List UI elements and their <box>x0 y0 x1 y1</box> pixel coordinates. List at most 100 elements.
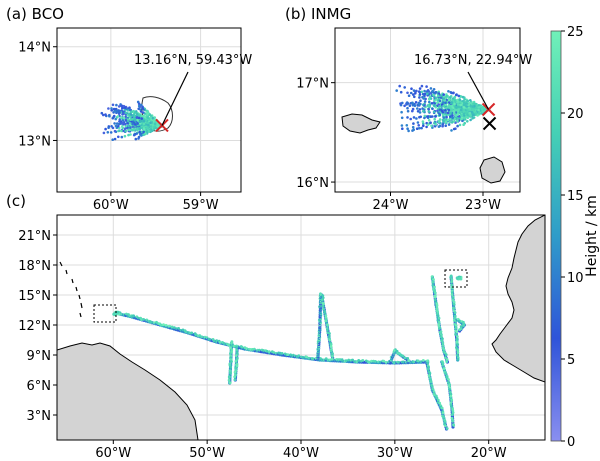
track-point-high <box>426 361 430 365</box>
plume-point <box>442 116 446 119</box>
plume-point <box>411 125 415 129</box>
plume-point <box>451 116 455 119</box>
track-point-high <box>324 319 328 323</box>
track-point-high <box>451 296 455 300</box>
track-point-high <box>235 348 239 352</box>
x-tick-label: 23°W <box>465 198 501 213</box>
plume-point <box>128 128 131 132</box>
plume-point <box>395 89 399 92</box>
track-point-high <box>438 401 442 405</box>
plume-point <box>433 102 437 105</box>
plume-point <box>438 99 442 103</box>
track-point-high <box>412 360 416 364</box>
track-point-high <box>311 357 315 361</box>
track-point-high <box>397 361 400 364</box>
panel-c-island <box>71 278 74 284</box>
plume-point <box>447 97 451 101</box>
plume-point <box>118 118 122 121</box>
plume-point <box>115 122 119 125</box>
track-point-high <box>160 323 163 327</box>
plume-point <box>110 107 113 110</box>
plume-point <box>431 89 434 93</box>
track-point-high <box>441 411 445 415</box>
plume-point <box>131 122 134 126</box>
plume-point <box>453 102 456 106</box>
plume-point <box>118 122 121 126</box>
plume-point <box>427 118 431 122</box>
plume-point <box>411 101 414 105</box>
track-point-high <box>235 346 239 349</box>
plume-point <box>470 110 474 114</box>
plume-point <box>412 93 415 96</box>
plume-point <box>111 103 115 107</box>
track-point-high <box>289 353 292 357</box>
panel-a-label: (a) BCO <box>6 5 64 23</box>
plume-point <box>121 121 124 125</box>
panel-b-frame <box>334 27 521 193</box>
track-point-high <box>444 356 447 359</box>
panel-a: 13.16°N, 59.43°W 60°W 59°W 13°N 14°N <box>18 27 252 213</box>
x-tick-label: 20°W <box>471 446 507 461</box>
track-point-high <box>437 316 441 320</box>
track-point-high <box>452 307 455 310</box>
plume-point <box>426 115 430 118</box>
plume-point <box>424 97 427 101</box>
plume-point <box>427 107 431 111</box>
track-point-high <box>449 401 453 405</box>
plume-point <box>422 109 425 113</box>
plume-point <box>423 89 426 93</box>
track-point-high <box>305 355 308 359</box>
plume-point <box>130 128 133 132</box>
track-point-high <box>436 310 439 314</box>
track-point-high <box>229 352 232 355</box>
track-point-high <box>119 312 123 316</box>
plume-point <box>449 115 452 118</box>
plume-point <box>477 108 480 112</box>
track-point-high <box>452 303 456 306</box>
plume-point <box>112 107 116 111</box>
plume-point <box>120 104 123 108</box>
plume-point <box>438 97 441 101</box>
plume-point <box>475 104 479 108</box>
plume-point <box>420 84 424 88</box>
plume-point <box>476 114 479 117</box>
plume-point <box>457 105 461 109</box>
plume-point <box>422 124 425 128</box>
plume-point <box>430 102 434 105</box>
plume-point <box>420 126 423 130</box>
track-point-high <box>230 348 234 352</box>
track-point-high <box>441 364 445 367</box>
track-point-high <box>347 358 351 362</box>
plume-point <box>452 127 456 131</box>
panel-a-annotation: 13.16°N, 59.43°W <box>134 53 252 68</box>
plume-point <box>449 118 452 121</box>
track-point-high <box>440 333 443 336</box>
plume-point <box>460 117 463 121</box>
track-point-high <box>453 314 457 318</box>
plume-point <box>427 110 431 113</box>
track-point-high <box>198 334 202 337</box>
track-point-high <box>280 352 284 355</box>
track-point-high <box>407 359 411 363</box>
track-point-high <box>431 388 435 391</box>
track-point-high <box>403 356 407 360</box>
track-point-high <box>401 354 405 358</box>
plume-point <box>474 112 478 115</box>
plume-point <box>117 129 120 133</box>
plume-point <box>138 127 142 131</box>
track-point-high <box>438 331 442 334</box>
track-point-high <box>132 314 136 318</box>
plume-point <box>114 117 117 121</box>
plume-point <box>123 122 127 126</box>
track-point-high <box>427 365 430 369</box>
plume-point <box>426 123 430 127</box>
track-point-high <box>324 314 328 317</box>
panel-c: 60°W 50°W 40°W 30°W 20°W 3°N 6°N 9°N 12°N 15°N 18°… <box>18 214 546 461</box>
track-point-high <box>430 385 434 388</box>
plume-point <box>400 110 403 114</box>
track-point-high <box>433 298 437 302</box>
track-point-high <box>442 415 445 419</box>
plume-point <box>438 108 442 111</box>
plume-point <box>126 118 130 121</box>
track-point-high <box>262 349 265 352</box>
